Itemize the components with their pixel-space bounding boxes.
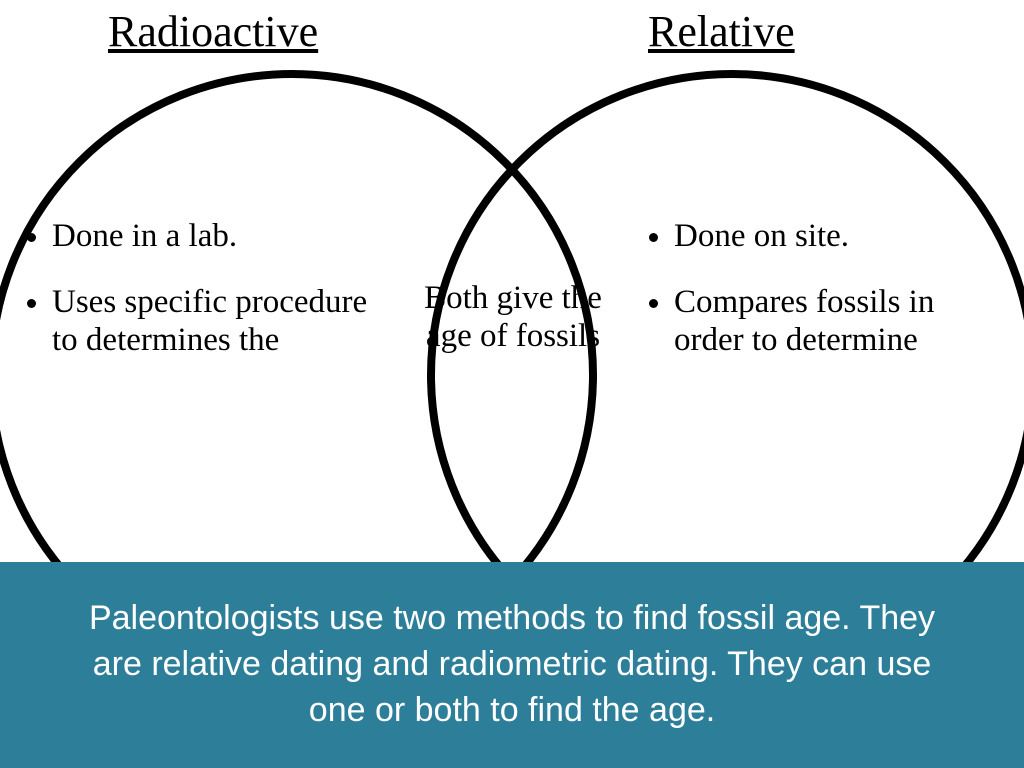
caption-text: Paleontologists use two methods to find … [60,596,964,734]
venn-left-title: Radioactive [108,6,318,57]
caption-bar: Paleontologists use two methods to find … [0,562,1024,768]
venn-left-item: Done in a lab. [52,218,390,256]
venn-right-item: Compares fossils in order to determine [674,284,1012,360]
venn-right-items: Done on site. Compares fossils in order … [652,218,1012,388]
venn-right-title: Relative [648,6,795,57]
venn-left-items: Done in a lab. Uses specific procedure t… [30,218,390,388]
venn-center-text: Both give the age of fossils [418,280,608,356]
venn-left-item: Uses specific procedure to determines th… [52,284,390,360]
venn-right-item: Done on site. [674,218,1012,256]
slide-canvas: Radioactive Relative Done in a lab. Uses… [0,0,1024,768]
